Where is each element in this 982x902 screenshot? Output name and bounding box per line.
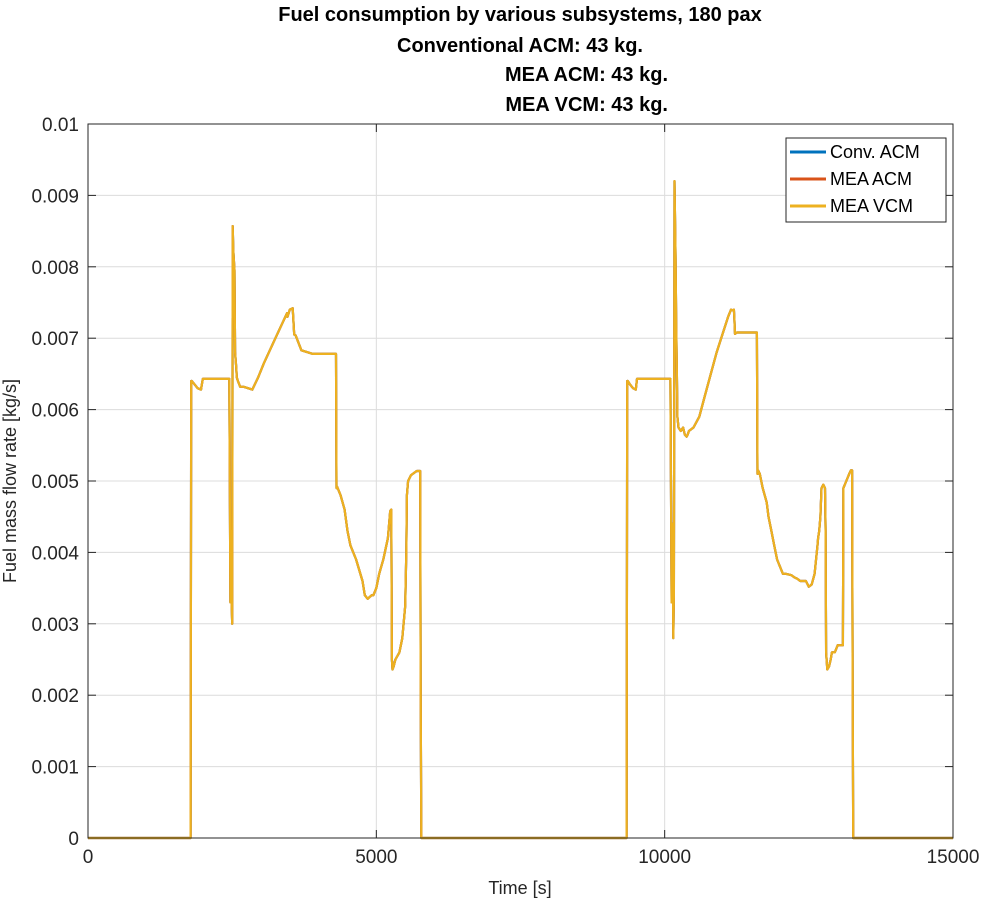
y-tick-label: 0.008 [31,258,79,279]
y-axis-label: Fuel mass flow rate [kg/s] [0,379,20,583]
grid-lines [88,124,953,838]
y-tick-label: 0.005 [31,472,79,493]
legend: Conv. ACM MEA ACM MEA VCM [785,137,947,223]
title-line-3: MEA ACM: 43 kg. [505,64,668,86]
title-line-4: MEA VCM: 43 kg. [505,94,668,116]
legend-item: MEA ACM [790,169,912,189]
legend-label: MEA VCM [830,196,913,216]
series-line-conv-acm [88,180,953,840]
x-axis-ticks: 0 5000 10000 15000 [83,124,980,868]
y-tick-label: 0.006 [31,401,79,422]
title-line-1: Fuel consumption by various subsystems, … [278,4,762,26]
x-tick-label: 5000 [355,847,397,868]
series-line-mea-vcm [88,180,953,840]
legend-item: MEA VCM [790,196,913,216]
x-tick-label: 15000 [927,847,980,868]
y-axis-ticks: 0 0.001 0.002 0.003 0.004 0.005 0.006 0.007 0.00… [31,115,953,850]
series-line-mea-acm [88,180,953,840]
y-tick-label: 0.001 [31,758,79,779]
legend-item: Conv. ACM [790,142,920,162]
x-axis-label: Time [s] [488,878,551,898]
y-tick-label: 0.002 [31,686,79,707]
series-lines [88,180,953,840]
y-tick-label: 0.01 [42,115,79,136]
y-tick-label: 0.004 [31,543,79,564]
y-tick-label: 0.009 [31,186,79,207]
x-tick-label: 10000 [638,847,691,868]
y-tick-label: 0.007 [31,329,79,350]
x-tick-label: 0 [83,847,94,868]
legend-label: Conv. ACM [830,142,920,162]
y-tick-label: 0 [68,829,79,850]
chart-title: Fuel consumption by various subsystems, … [278,4,762,116]
y-tick-label: 0.003 [31,615,79,636]
title-line-2: Conventional ACM: 43 kg. [397,35,643,57]
legend-label: MEA ACM [830,169,912,189]
